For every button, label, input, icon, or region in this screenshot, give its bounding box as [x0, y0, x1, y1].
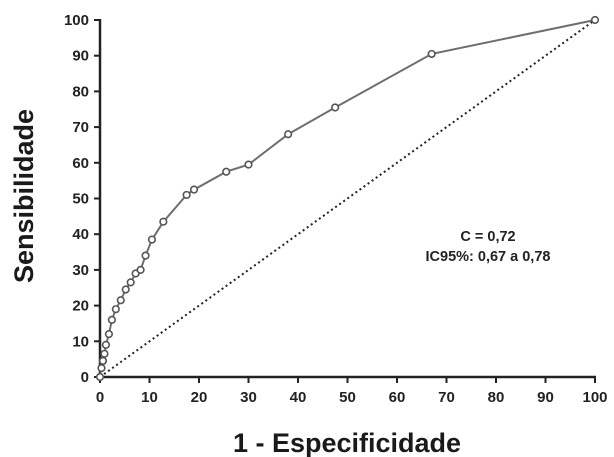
roc-point [116, 296, 125, 305]
y-tick-label: 0 [81, 369, 89, 386]
markers [95, 15, 600, 382]
axes [98, 19, 596, 379]
roc-point [107, 315, 116, 324]
x-tick-label: 70 [438, 389, 455, 406]
plot-lines [99, 19, 596, 378]
y-tick-label: 30 [72, 262, 89, 279]
y-tick-label: 60 [72, 155, 89, 172]
roc-point [284, 130, 293, 139]
roc-point [98, 356, 108, 366]
roc-point [95, 372, 105, 382]
x-tick-label: 10 [141, 389, 158, 406]
annotation-confidence-interval: IC95%: 0,67 a 0,78 [426, 249, 551, 265]
x-tick-label: 50 [339, 389, 356, 406]
roc-point [590, 15, 600, 25]
x-ticks: 0 10 20 30 40 50 60 70 80 90 100 [96, 377, 608, 406]
annotation-c-statistic: C = 0,72 [460, 229, 515, 245]
roc-point [222, 167, 231, 176]
roc-point [97, 363, 106, 373]
roc-point [159, 217, 168, 226]
reference-diagonal-line [99, 19, 596, 378]
y-tick-label: 80 [72, 83, 89, 100]
roc-point [189, 185, 199, 194]
roc-point [331, 103, 340, 112]
roc-point [101, 340, 111, 349]
x-tick-label: 40 [290, 389, 307, 406]
y-tick-label: 90 [72, 48, 89, 65]
roc-point [121, 285, 130, 294]
roc-point [100, 349, 109, 358]
y-tick-label: 20 [72, 298, 89, 315]
roc-point [126, 278, 135, 287]
roc-point [104, 330, 114, 339]
x-tick-label: 0 [96, 389, 104, 406]
y-ticks: 0 10 20 30 40 50 60 70 80 90 100 [64, 12, 100, 386]
roc-point [141, 251, 150, 260]
y-axis-title: Sensibilidade [9, 109, 39, 283]
x-tick-label: 30 [240, 389, 257, 406]
x-tick-label: 90 [537, 389, 554, 406]
y-tick-label: 10 [72, 333, 89, 350]
roc-point [182, 190, 191, 200]
x-axis-title: 1 - Especificidade [233, 428, 461, 457]
y-tick-label: 40 [72, 226, 89, 243]
x-tick-label: 60 [389, 389, 406, 406]
roc-point [147, 235, 157, 244]
y-tick-label: 100 [64, 12, 89, 29]
roc-point [427, 49, 436, 59]
x-tick-label: 100 [582, 389, 607, 406]
roc-point [111, 305, 120, 314]
roc-point [136, 265, 145, 275]
y-tick-label: 50 [72, 191, 89, 208]
y-tick-label: 70 [72, 119, 89, 136]
roc-point [244, 160, 253, 169]
x-tick-label: 20 [191, 389, 208, 406]
x-tick-label: 80 [488, 389, 505, 406]
